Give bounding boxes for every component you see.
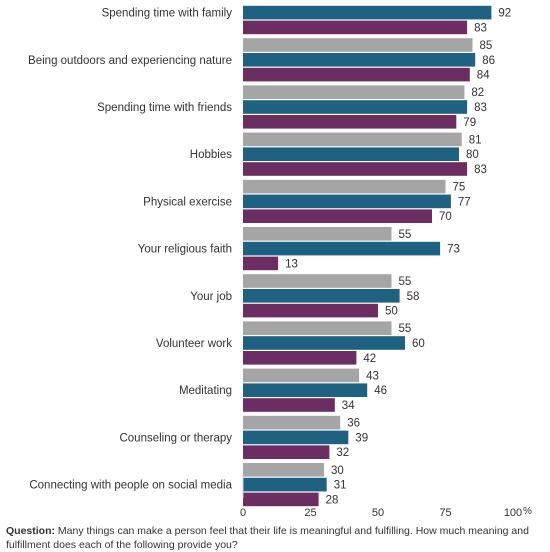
value-label: 55 [399, 323, 412, 335]
bar [243, 85, 465, 99]
category-label: Physical exercise [143, 196, 232, 208]
bar [243, 321, 392, 335]
value-label: 42 [363, 353, 376, 365]
value-label: 46 [374, 385, 387, 397]
bars-layer [243, 5, 492, 507]
x-tick-label: 75 [439, 507, 451, 519]
category-labels: Spending time with family Being outdoors … [28, 8, 233, 492]
bar [243, 209, 432, 223]
category-label: Spending time with family [102, 8, 233, 20]
category-label: Your religious faith [138, 244, 232, 256]
value-label: 43 [366, 370, 379, 382]
question-footnote: Question: Many things can make a person … [6, 524, 546, 552]
category-label: Being outdoors and experiencing nature [28, 55, 232, 67]
bar [243, 303, 378, 318]
category-label: Spending time with friends [97, 102, 232, 114]
x-tick-label: 50 [372, 507, 384, 519]
bar [243, 368, 360, 383]
value-label: 39 [355, 432, 368, 444]
x-tick-label: 100 [504, 507, 522, 519]
bar [243, 38, 473, 52]
bar [243, 20, 468, 35]
value-label: 13 [285, 258, 298, 270]
value-label: 86 [482, 55, 495, 67]
category-label: Counseling or therapy [119, 432, 232, 444]
bar [243, 53, 476, 67]
category-label: Your job [190, 291, 232, 303]
value-label: 31 [334, 480, 347, 492]
value-label: 81 [469, 134, 482, 146]
value-label: 92 [498, 8, 511, 20]
value-label: 83 [474, 164, 487, 176]
question-label: Question: [6, 525, 55, 537]
bar [243, 383, 368, 397]
bar [243, 445, 330, 459]
bar [243, 492, 319, 507]
value-label: 58 [407, 291, 420, 303]
value-labels: 92 83 85 86 84 82 83 79 81 80 83 75 77 70 55 73 13 55 58 50… [285, 8, 511, 507]
question-text: Many things can make a person feel that … [6, 525, 529, 551]
bar [243, 415, 341, 430]
bar [243, 336, 405, 350]
value-label: 32 [336, 447, 349, 459]
bar [243, 132, 462, 147]
x-unit-label: % [523, 506, 532, 517]
category-label: Hobbies [190, 149, 232, 161]
value-label: 28 [326, 494, 339, 506]
value-label: 85 [480, 40, 493, 52]
bar [243, 194, 451, 209]
bar [243, 274, 392, 288]
value-label: 70 [439, 211, 452, 223]
value-label: 73 [447, 244, 460, 256]
bar [243, 147, 459, 161]
value-label: 75 [453, 182, 466, 194]
bar [243, 463, 324, 477]
value-label: 50 [385, 306, 398, 318]
bar [243, 67, 470, 82]
x-axis: 0 25 50 75 100% [240, 474, 532, 519]
bar [243, 162, 468, 176]
bar [243, 477, 327, 492]
value-label: 55 [399, 276, 412, 288]
bar [243, 115, 457, 129]
value-label: 84 [477, 70, 490, 82]
bar [243, 289, 400, 303]
value-label: 30 [331, 465, 344, 477]
bar [243, 100, 468, 114]
category-label: Volunteer work [156, 338, 232, 350]
x-tick-label: 0 [240, 507, 246, 519]
value-label: 60 [412, 338, 425, 350]
bar [243, 256, 279, 271]
bar [243, 179, 446, 194]
value-label: 36 [347, 418, 360, 430]
bar [243, 398, 335, 412]
value-label: 34 [342, 400, 355, 412]
bar [243, 241, 441, 256]
value-label: 82 [471, 87, 484, 99]
value-label: 80 [466, 149, 479, 161]
bar [243, 227, 392, 241]
bar [243, 430, 349, 445]
bar [243, 351, 357, 365]
category-label: Connecting with people on social media [29, 480, 232, 492]
bar [243, 5, 492, 20]
value-label: 83 [474, 102, 487, 114]
value-label: 55 [399, 229, 412, 241]
value-label: 83 [474, 22, 487, 34]
value-label: 77 [458, 196, 471, 208]
x-tick-label: 25 [304, 507, 316, 519]
category-label: Meditating [179, 385, 232, 397]
value-label: 79 [463, 117, 476, 129]
